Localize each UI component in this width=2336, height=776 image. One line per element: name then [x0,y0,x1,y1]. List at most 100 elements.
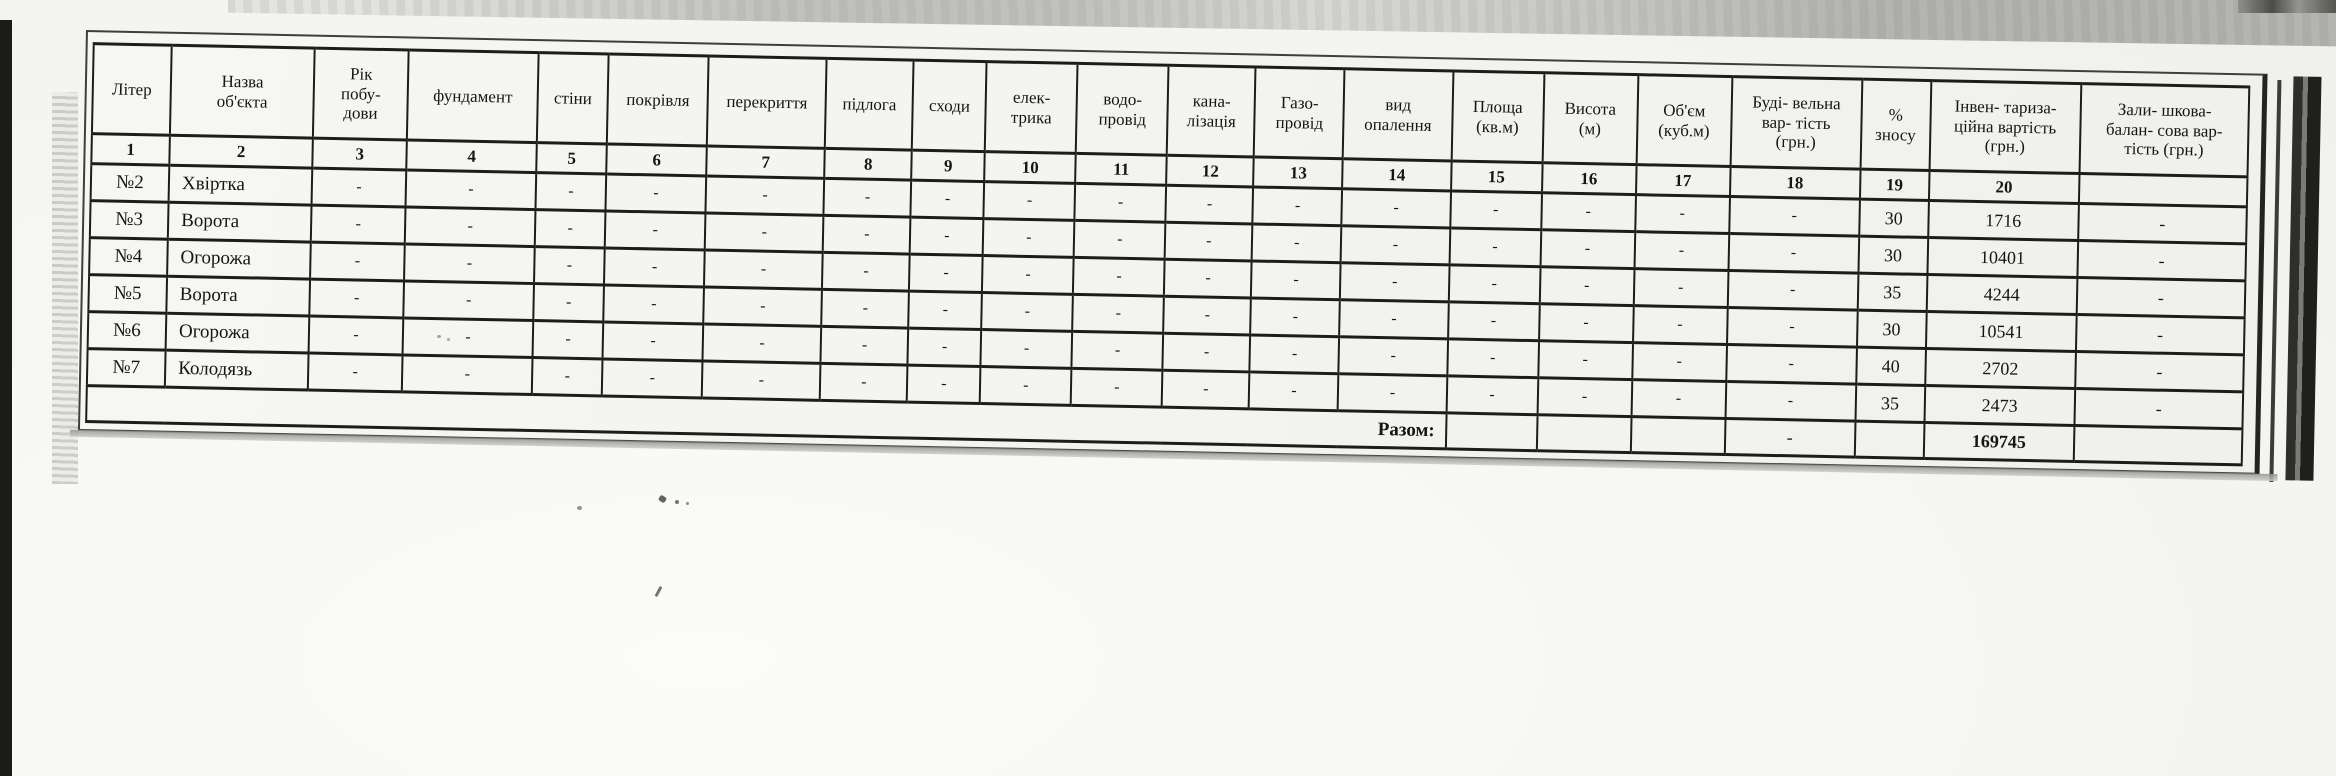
col-header-13: Газо- провід [1254,66,1345,159]
row-value-cell: - [1632,305,1728,345]
row-value-cell: - [311,168,407,207]
total-cell [1536,414,1632,453]
col-header-18: Буді- вельна вар- тість (грн.) [1730,76,1863,170]
row-value-cell: - [1540,229,1635,269]
scanner-edge-shadow [0,20,12,776]
page-fold-line [2269,79,2282,482]
row-value-cell: - [1728,196,1860,237]
row-value-cell: - [703,286,823,327]
row-object-name: Огорожа [167,239,311,280]
row-value-cell: - [1446,375,1538,415]
row-value-cell: 2473 [1924,385,2075,426]
row-value-cell: - [531,357,603,396]
row-value-cell: - [1449,190,1542,230]
col-number-16: 16 [1541,162,1637,195]
col-header-14: вид опалення [1343,68,1453,161]
row-value-cell: - [403,280,535,321]
row-value-cell: - [1163,296,1252,335]
row-value-cell: - [405,169,537,210]
row-value-cell: - [401,354,533,395]
row-value-cell: - [1726,307,1858,348]
row-value-cell: - [604,247,705,287]
row-value-cell: - [1249,334,1340,374]
col-number-17: 17 [1635,164,1731,197]
col-header-7: перекриття [707,56,827,149]
col-number-4: 4 [406,139,538,173]
col-number-14: 14 [1342,158,1452,191]
col-header-5: стіни [537,52,609,144]
row-value-cell: 35 [1857,273,1928,312]
row-value-cell: - [604,210,706,250]
col-header-3: Рік побу- дови [312,48,409,140]
row-value-cell: - [1165,222,1253,261]
row-value-cell: - [2074,351,2244,392]
row-value-cell: - [1074,220,1166,260]
row-value-cell: - [1446,338,1539,378]
row-value-cell: - [605,173,707,213]
row-value-cell: - [404,206,536,247]
inventory-table: Літер Назва об'єкта Рік побу- дови фундамен… [85,42,2250,466]
col-number-7: 7 [706,145,826,179]
row-value-cell: - [1250,297,1341,337]
col-number-13: 13 [1253,156,1344,189]
col-header-10: елек- трика [985,61,1078,154]
col-number-18: 18 [1729,166,1861,200]
col-header-4: фундамент [406,49,539,143]
row-value-cell: - [532,320,604,359]
col-header-2: Назва об'єкта [169,45,315,139]
row-value-cell: - [1338,336,1448,376]
col-header-16: Висота (м) [1542,72,1638,165]
row-value-cell: - [980,329,1073,369]
row-value-cell: - [1162,333,1251,372]
row-liter: №6 [87,311,167,351]
row-value-cell: - [982,218,1075,258]
row-value-cell: - [1539,266,1635,306]
row-value-cell: - [701,360,821,401]
row-value-cell: - [404,243,535,284]
row-value-cell: 10541 [1925,311,2077,352]
row-value-cell: - [1728,233,1859,274]
row-value-cell: - [1072,294,1165,334]
col-number-9: 9 [911,150,986,182]
row-value-cell: - [533,283,605,322]
row-value-cell: - [1448,264,1541,304]
scan-speck [675,500,679,504]
col-header-6: покрівля [607,53,709,146]
col-number-8: 8 [824,148,913,181]
row-value-cell: - [1727,270,1859,311]
col-number-12: 12 [1166,155,1255,187]
row-value-cell: - [704,212,824,253]
row-value-cell: - [820,326,909,366]
row-value-cell: - [822,252,910,292]
total-cell [1445,412,1538,451]
row-value-cell: - [1162,370,1250,409]
col-number-6: 6 [606,143,708,176]
row-value-cell: - [981,292,1074,332]
row-value-cell: - [1164,259,1253,298]
scan-speck [437,335,441,338]
row-object-name: Ворота [166,276,311,317]
row-value-cell: - [535,172,607,211]
total-cell: - [1724,418,1856,458]
total-cell [2073,425,2243,465]
row-value-cell: - [402,317,534,358]
row-value-cell: 40 [1855,347,1926,386]
row-value-cell: - [1074,183,1167,223]
col-header-11: водо- провід [1076,63,1169,156]
col-number-19: 19 [1859,169,1930,201]
row-value-cell: - [1537,340,1633,380]
col-number-1: 1 [91,133,170,166]
row-value-cell: - [2076,277,2246,318]
col-header-8: підлога [825,58,914,151]
col-number-3: 3 [312,138,407,170]
row-value-cell: - [982,255,1075,295]
row-value-cell: - [1540,192,1636,232]
row-liter: №4 [89,237,168,277]
row-value-cell: - [534,246,605,285]
row-value-cell: - [2077,203,2247,244]
row-value-cell: - [983,181,1076,221]
row-value-cell: - [822,215,911,255]
book-spine-shadow [2285,76,2322,481]
row-value-cell: 10401 [1927,237,2078,278]
